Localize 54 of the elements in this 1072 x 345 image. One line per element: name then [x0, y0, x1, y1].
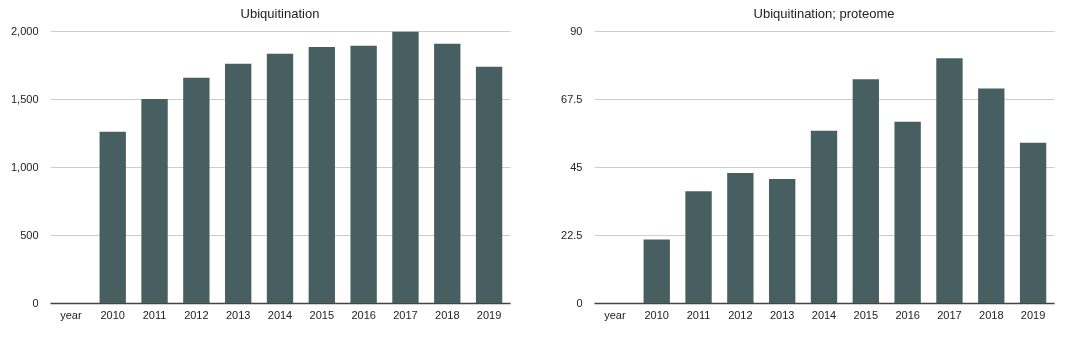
x-tick-label: 2017 — [937, 308, 962, 321]
x-tick-label: 2018 — [435, 308, 460, 321]
x-tick-label: 2011 — [142, 308, 167, 321]
y-tick-label: 67.5 — [561, 92, 583, 105]
x-tick-label: 2010 — [100, 308, 125, 321]
x-tick-label: year — [604, 308, 626, 321]
bar — [308, 47, 335, 303]
bar — [685, 191, 712, 303]
y-tick-label: 1,000 — [10, 160, 39, 173]
bar — [392, 31, 419, 303]
x-tick-label: 2014 — [267, 308, 293, 321]
bar — [1019, 142, 1047, 303]
bar — [727, 173, 754, 303]
bar — [183, 77, 210, 303]
bar — [225, 63, 252, 303]
y-tick-label: 0 — [576, 296, 583, 309]
x-tick-label: year — [60, 308, 82, 321]
bar — [894, 121, 921, 303]
bar — [936, 58, 963, 303]
x-tick-label: 2013 — [225, 308, 251, 321]
y-tick-label: 2,000 — [10, 24, 39, 37]
bar — [810, 130, 838, 303]
bar — [141, 99, 168, 303]
x-tick-label: 2019 — [1020, 308, 1046, 321]
x-tick-label: 2012 — [184, 308, 209, 321]
x-tick-label: 2017 — [393, 308, 418, 321]
x-tick-label: 2012 — [728, 308, 753, 321]
bar — [434, 43, 461, 303]
y-tick-label: 1,500 — [10, 92, 39, 105]
x-tick-label: 2019 — [476, 308, 502, 321]
bar — [99, 131, 126, 303]
chart-title: Ubiquitination; proteome — [753, 6, 895, 21]
x-tick-label: 2016 — [895, 308, 920, 321]
x-tick-label: 2010 — [644, 308, 669, 321]
y-tick-label: 0 — [32, 296, 39, 309]
x-tick-label: 2018 — [979, 308, 1004, 321]
y-tick-label: 90 — [570, 24, 583, 37]
bar — [852, 79, 879, 303]
bar — [978, 88, 1005, 303]
bar — [769, 179, 796, 303]
y-tick-label: 22.5 — [561, 228, 583, 241]
x-tick-label: 2015 — [309, 308, 335, 321]
x-tick-label: 2014 — [811, 308, 837, 321]
y-tick-label: 45 — [570, 160, 583, 173]
bar — [266, 53, 294, 303]
bar — [643, 239, 670, 303]
bar — [350, 45, 377, 303]
y-tick-label: 500 — [20, 228, 39, 241]
x-tick-label: 2013 — [769, 308, 795, 321]
chart-title: Ubiquitination — [240, 6, 320, 21]
bar — [475, 66, 503, 303]
x-tick-label: 2011 — [686, 308, 711, 321]
x-tick-label: 2015 — [853, 308, 879, 321]
x-tick-label: 2016 — [351, 308, 376, 321]
